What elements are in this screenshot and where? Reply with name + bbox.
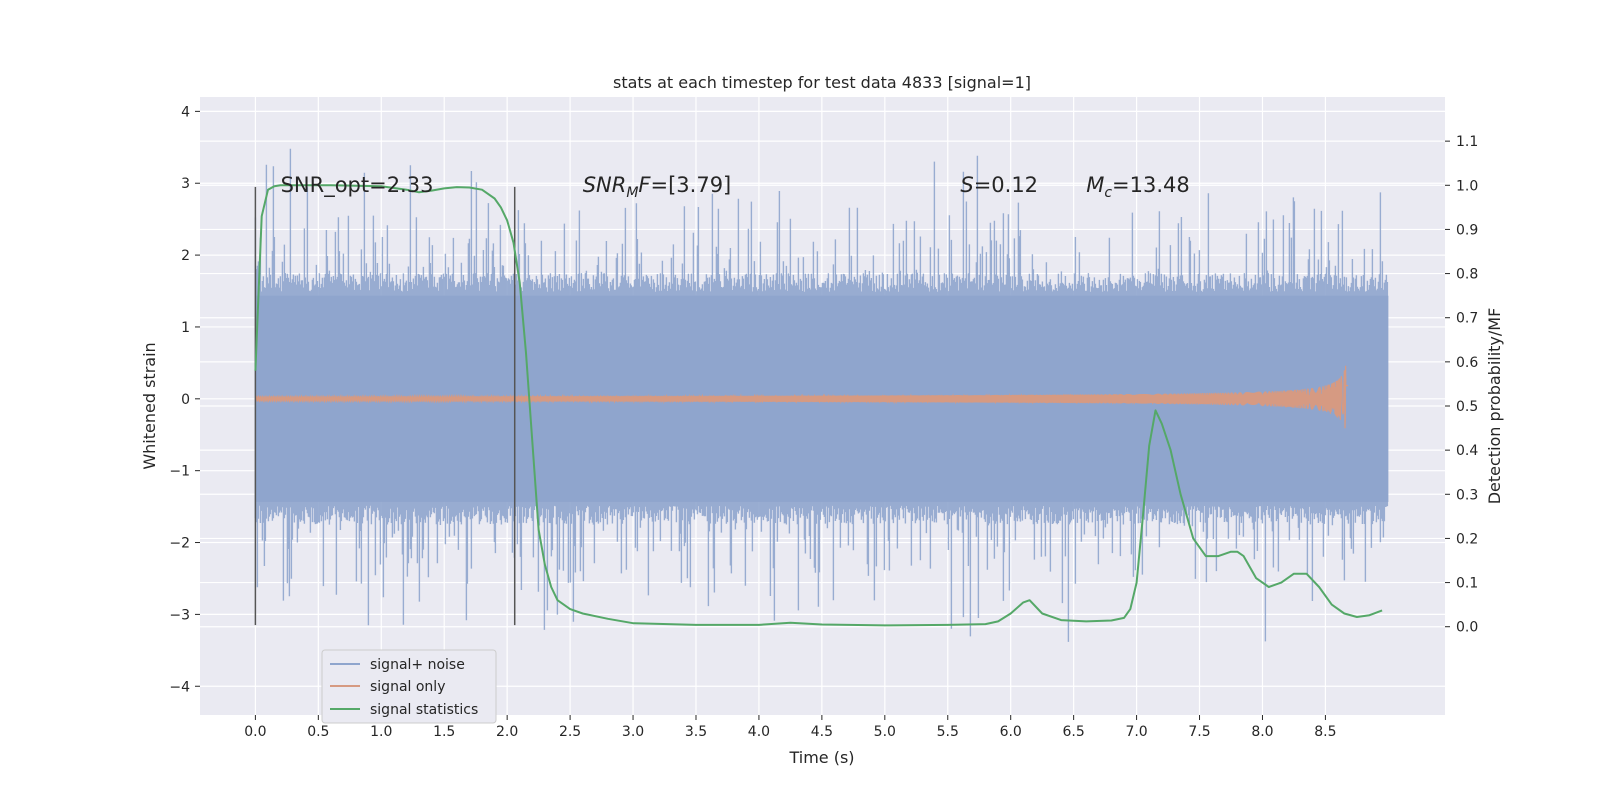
x-tick-label: 0.0: [244, 724, 266, 740]
y2-tick-label: 0.2: [1456, 531, 1478, 547]
x-tick-label: 5.5: [937, 724, 959, 740]
y2-tick-label: 0.1: [1456, 576, 1478, 592]
y2-axis-ticks: 0.0 0.1 0.2 0.3 0.4 0.5 0.6 0.7 0.8 0.9 1.0 1.1: [1445, 134, 1478, 636]
y-tick-label: −2: [169, 536, 190, 552]
x-tick-label: 3.0: [622, 724, 644, 740]
annotation-mf: SNRMF=[3.79]: [583, 173, 732, 201]
x-tick-label: 6.0: [1000, 724, 1022, 740]
x-tick-label: 6.5: [1063, 724, 1085, 740]
y-tick-label: 0: [181, 392, 190, 408]
legend-label-signal-only: signal only: [370, 679, 445, 695]
signal-statistics-line: [254, 184, 1383, 627]
y-tick-label: 4: [181, 104, 190, 120]
y2-tick-label: 0.3: [1456, 487, 1478, 503]
y-tick-label: −1: [169, 464, 190, 480]
legend: signal+ noise signal only signal statist…: [321, 649, 497, 724]
y-axis-label: Whitened strain: [140, 342, 159, 469]
y-axis-ticks: −4 −3 −2 −1 0 1 2 3 4: [169, 104, 200, 695]
annotation-s: S=0.12: [960, 173, 1038, 197]
x-tick-label: 1.5: [433, 724, 455, 740]
signal-only-trace: [254, 365, 1349, 429]
y-tick-label: 3: [181, 176, 190, 192]
y2-tick-label: 1.0: [1456, 178, 1478, 194]
y2-tick-label: 0.0: [1456, 620, 1478, 636]
x-tick-label: 3.5: [685, 724, 707, 740]
y-tick-label: −3: [169, 607, 190, 623]
legend-label-signal-statistics: signal statistics: [370, 702, 478, 718]
y2-tick-label: 0.9: [1456, 222, 1478, 238]
y-tick-label: 1: [181, 320, 190, 336]
x-tick-label: 7.5: [1188, 724, 1210, 740]
y2-tick-label: 0.8: [1456, 267, 1478, 283]
x-axis-label: Time (s): [788, 748, 854, 767]
x-tick-label: 2.0: [496, 724, 518, 740]
y-tick-label: 2: [181, 248, 190, 264]
y-tick-label: −4: [169, 679, 190, 695]
series-signal-statistics: [254, 184, 1383, 627]
x-tick-label: 2.5: [559, 724, 581, 740]
annotations: SNR_opt=2.33 SNRMF=[3.79] S=0.12 Mc=13.48: [281, 173, 1190, 201]
y2-tick-label: 1.1: [1456, 134, 1478, 150]
annotation-normal: SNR_opt=2.33: [281, 173, 434, 198]
x-tick-label: 8.5: [1314, 724, 1336, 740]
y2-tick-label: 0.7: [1456, 311, 1478, 327]
x-axis-ticks: 0.0 0.5 1.0 1.5 2.0 2.5 3.0 3.5 4.0 4.5 5.0 5.5 6.0 6…: [244, 715, 1337, 740]
x-tick-label: 4.0: [748, 724, 770, 740]
x-tick-label: 4.5: [811, 724, 833, 740]
y2-tick-label: 0.6: [1456, 355, 1478, 371]
y2-tick-label: 0.5: [1456, 399, 1478, 415]
chart-title: stats at each timestep for test data 483…: [613, 73, 1031, 92]
legend-label-signal-noise: signal+ noise: [370, 657, 465, 673]
vertical-markers: [254, 186, 516, 626]
legend-box: [321, 649, 497, 724]
x-tick-label: 1.0: [370, 724, 392, 740]
x-tick-label: 5.0: [874, 724, 896, 740]
x-tick-label: 8.0: [1251, 724, 1273, 740]
y2-axis-label: Detection probability/MF: [1485, 308, 1504, 505]
x-tick-label: 0.5: [307, 724, 329, 740]
x-tick-label: 7.0: [1125, 724, 1147, 740]
series-signal-only: [254, 365, 1349, 429]
y2-tick-label: 0.4: [1456, 443, 1478, 459]
annotation-mc: Mc=13.48: [1086, 173, 1190, 201]
